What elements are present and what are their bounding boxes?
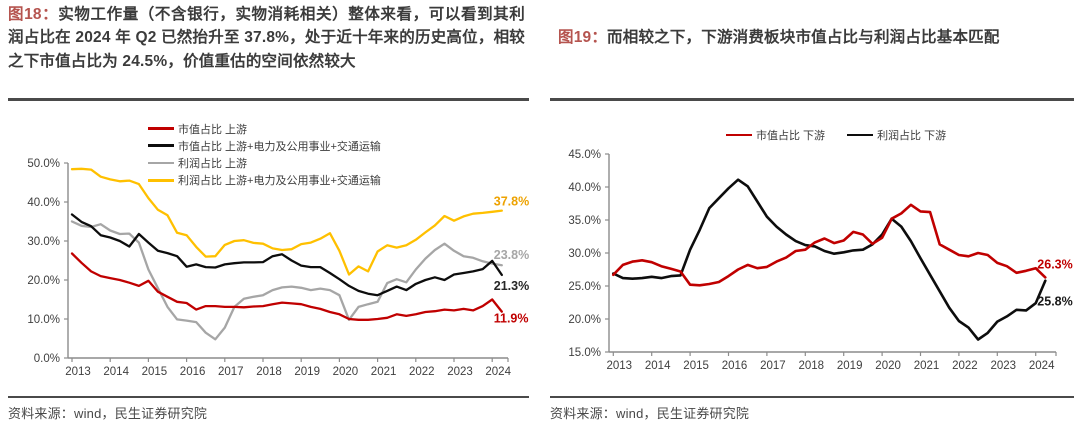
end-value-label-0: 11.9% bbox=[494, 312, 529, 326]
legend-label: 市值占比 上游+电力及公用事业+交通运输 bbox=[178, 140, 381, 153]
x-tick-label: 2015 bbox=[683, 360, 709, 372]
end-value-label-1: 25.8% bbox=[1037, 295, 1072, 309]
legend-line-swatch bbox=[148, 144, 174, 148]
x-tick-label: 2013 bbox=[607, 360, 633, 372]
figure-18-source: 资料来源：wind，民生证券研究院 bbox=[8, 406, 208, 421]
legend-item: 利润占比 下游 bbox=[847, 127, 946, 143]
figure-18-number: 图18： bbox=[8, 6, 59, 23]
figure-19-source: 资料来源：wind，民生证券研究院 bbox=[550, 406, 750, 421]
series-line-3 bbox=[70, 167, 503, 276]
legend-line-swatch bbox=[148, 178, 174, 182]
y-tick-label: 30.0% bbox=[568, 248, 601, 260]
y-tick-label: 25.0% bbox=[568, 281, 601, 293]
legend-item: 利润占比 上游+电力及公用事业+交通运输 bbox=[148, 172, 381, 189]
x-tick-label: 2018 bbox=[799, 360, 825, 372]
x-tick-label: 2015 bbox=[142, 366, 168, 378]
legend-item: 市值占比 上游 bbox=[148, 120, 381, 137]
end-value-label-2: 23.8% bbox=[494, 248, 529, 262]
x-tick-label: 2014 bbox=[103, 366, 129, 378]
end-value-label-3: 37.8% bbox=[494, 195, 529, 209]
x-tick-label: 2016 bbox=[722, 360, 748, 372]
x-tick-label: 2020 bbox=[875, 360, 901, 372]
figure-18-title-text: 实物工作量（不含银行，实物消耗相关）整体来看，可以看到其利润占比在 2024 年… bbox=[8, 6, 525, 70]
y-tick-label: 45.0% bbox=[568, 149, 601, 161]
figure-19-legend: 市值占比 下游 利润占比 下游 bbox=[726, 127, 946, 143]
source-divider bbox=[8, 396, 529, 398]
x-tick-label: 2019 bbox=[294, 366, 320, 378]
legend-line-swatch bbox=[148, 161, 174, 165]
x-tick-label: 2024 bbox=[485, 366, 511, 378]
source-divider bbox=[550, 396, 1074, 398]
series-line-2 bbox=[70, 220, 503, 341]
legend-label: 利润占比 上游+电力及公用事业+交通运输 bbox=[178, 175, 381, 188]
x-tick-label: 2014 bbox=[645, 360, 671, 372]
series-line-0 bbox=[70, 252, 503, 321]
x-tick-label: 2020 bbox=[333, 366, 359, 378]
figure-19-title: 图19：而相较之下，下游消费板块市值占比与利润占比基本匹配 bbox=[558, 26, 1071, 49]
y-tick-label: 40.0% bbox=[568, 182, 601, 194]
y-tick-label: 0.0% bbox=[34, 353, 60, 365]
y-tick-label: 40.0% bbox=[27, 197, 60, 209]
y-tick-label: 30.0% bbox=[27, 236, 60, 248]
y-tick-label: 10.0% bbox=[27, 314, 60, 326]
y-tick-label: 50.0% bbox=[27, 158, 60, 170]
y-tick-label: 20.0% bbox=[568, 314, 601, 326]
figure-19-title-text: 而相较之下，下游消费板块市值占比与利润占比基本匹配 bbox=[607, 29, 1000, 46]
x-tick-label: 2023 bbox=[447, 366, 473, 378]
x-tick-label: 2021 bbox=[371, 366, 397, 378]
x-tick-label: 2016 bbox=[180, 366, 206, 378]
legend-line-swatch bbox=[726, 133, 752, 137]
title-divider bbox=[550, 98, 1074, 101]
x-tick-label: 2022 bbox=[409, 366, 435, 378]
x-tick-label: 2018 bbox=[256, 366, 282, 378]
end-value-label-0: 26.3% bbox=[1037, 257, 1072, 271]
legend-label: 市值占比 上游 bbox=[178, 123, 248, 136]
x-tick-label: 2023 bbox=[991, 360, 1017, 372]
series-line-0 bbox=[612, 203, 1047, 287]
x-tick-label: 2013 bbox=[65, 366, 91, 378]
figure-18-chart: 0.0% 10.0% 20.0% 30.0% 40.0% 50.0% 2013 2014 201… bbox=[27, 158, 529, 378]
legend-item: 市值占比 下游 bbox=[726, 127, 825, 143]
legend-label: 利润占比 下游 bbox=[877, 130, 947, 142]
x-tick-label: 2019 bbox=[837, 360, 863, 372]
y-tick-label: 20.0% bbox=[27, 275, 60, 287]
figure-19-number: 图19： bbox=[558, 29, 608, 46]
x-tick-label: 2022 bbox=[952, 360, 978, 372]
series-line-1 bbox=[612, 178, 1047, 341]
legend-line-swatch bbox=[847, 133, 874, 137]
end-value-label-1: 21.3% bbox=[494, 279, 529, 293]
y-tick-label: 35.0% bbox=[568, 215, 601, 227]
x-tick-label: 2017 bbox=[760, 360, 786, 372]
figure-18-title: 图18：实物工作量（不含银行，实物消耗相关）整体来看，可以看到其利润占比在 20… bbox=[8, 3, 525, 73]
legend-line-swatch bbox=[148, 127, 174, 130]
y-tick-label: 15.0% bbox=[568, 347, 601, 359]
legend-item: 市值占比 上游+电力及公用事业+交通运输 bbox=[148, 137, 381, 154]
legend-label: 利润占比 上游 bbox=[178, 157, 248, 170]
figure-18-legend: 市值占比 上游市值占比 上游+电力及公用事业+交通运输 利润占比 上游利润占比 上… bbox=[148, 120, 381, 189]
title-divider bbox=[8, 98, 529, 101]
figure-19-chart: 15.0% 20.0% 25.0% 30.0% 35.0% 40.0% 45.0% 2013 2… bbox=[568, 149, 1072, 372]
series-line-1 bbox=[70, 213, 503, 297]
x-tick-label: 2017 bbox=[218, 366, 244, 378]
x-tick-label: 2021 bbox=[914, 360, 940, 372]
legend-item: 利润占比 上游 bbox=[148, 154, 381, 171]
legend-label: 市值占比 下游 bbox=[756, 130, 826, 142]
x-tick-label: 2024 bbox=[1029, 360, 1055, 372]
